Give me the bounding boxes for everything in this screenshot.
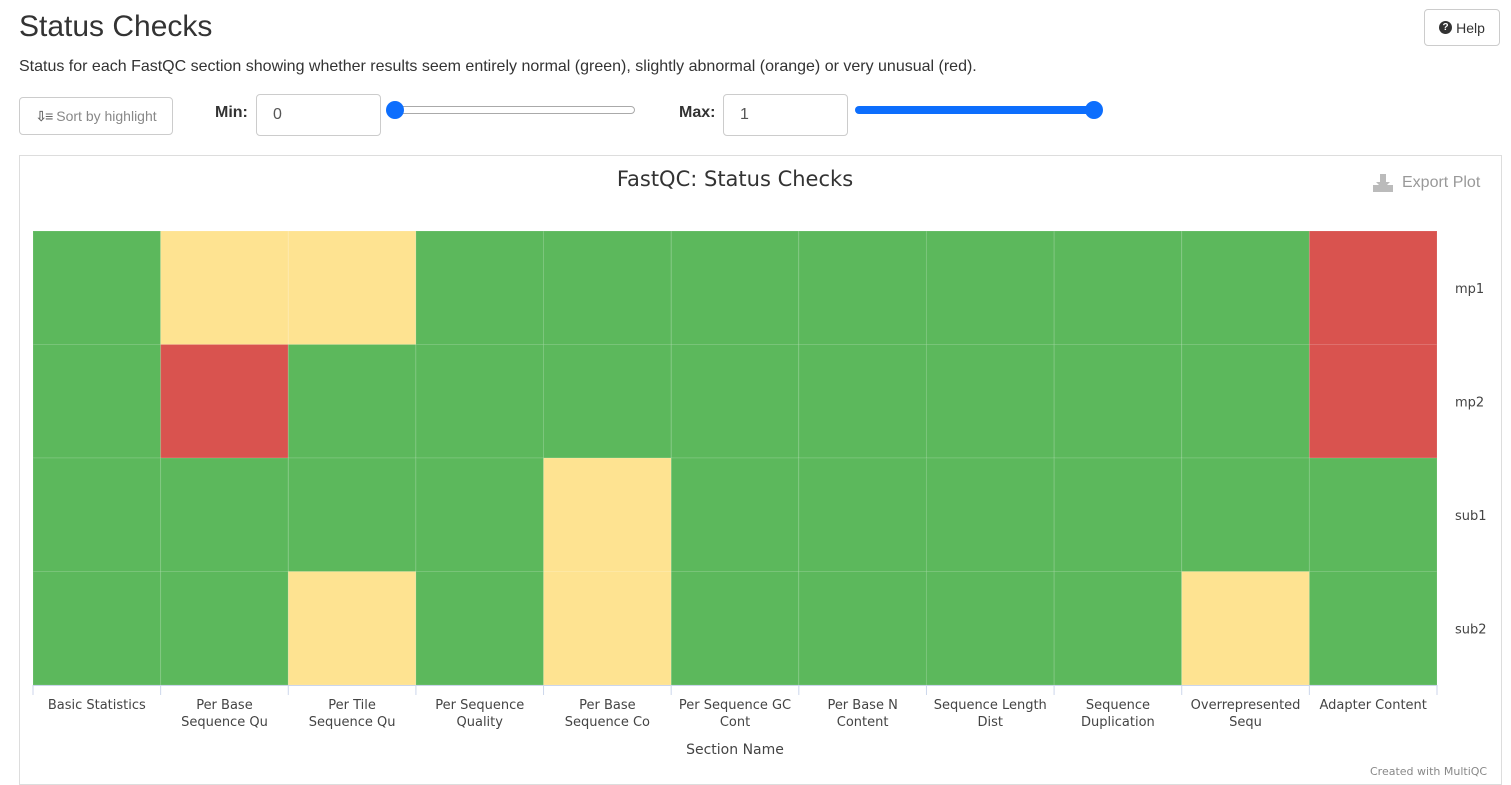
export-plot-label: Export Plot [1402, 174, 1481, 191]
min-slider[interactable] [386, 101, 635, 121]
heatmap-cell[interactable] [1053, 230, 1183, 345]
heatmap-cell[interactable] [415, 571, 545, 686]
heatmap-cell[interactable] [925, 230, 1055, 345]
heatmap-cell[interactable] [925, 344, 1055, 459]
heatmap-cell[interactable] [1181, 230, 1310, 345]
heatmap-cell[interactable] [1308, 457, 1438, 572]
sort-by-highlight-button[interactable]: ⇩≡ Sort by highlight [19, 97, 173, 135]
x-tick-label: Per Base Sequence Qu [181, 698, 268, 730]
x-tick-label: Per Base Sequence Co [565, 698, 650, 730]
heatmap-cell[interactable] [543, 457, 672, 572]
heatmap-cell[interactable] [415, 344, 545, 459]
heatmap-cell[interactable] [287, 457, 417, 572]
y-tick-label: sub2 [1455, 622, 1487, 637]
page-title: Status Checks [19, 10, 213, 43]
max-input[interactable] [723, 94, 848, 136]
x-tick-label: Per Base N Content [827, 698, 897, 730]
heatmap-cell[interactable] [287, 344, 417, 459]
heatmap-cell[interactable] [1053, 457, 1183, 572]
min-input[interactable] [256, 94, 381, 136]
heatmap-cell[interactable] [798, 457, 927, 572]
heatmap-cell[interactable] [160, 571, 289, 686]
heatmap-cell[interactable] [1308, 230, 1438, 345]
heatmap-cell[interactable] [32, 571, 162, 686]
heatmap-cell[interactable] [160, 344, 289, 459]
y-tick-label: mp2 [1455, 395, 1484, 410]
heatmap-cell[interactable] [1181, 571, 1310, 686]
x-tick-label: Adapter Content [1319, 698, 1426, 713]
heatmap-cell[interactable] [160, 457, 289, 572]
heatmap-cell[interactable] [798, 230, 927, 345]
heatmap-cell[interactable] [925, 571, 1055, 686]
heatmap-cell[interactable] [1053, 571, 1183, 686]
x-axis-title: Section Name [686, 742, 784, 758]
heatmap-cell[interactable] [1053, 344, 1183, 459]
heatmap-cell[interactable] [925, 457, 1055, 572]
sort-amount-icon: ⇩≡ [35, 107, 53, 124]
heatmap-cell[interactable] [543, 344, 672, 459]
heatmap-cell[interactable] [670, 457, 800, 572]
y-tick-label: sub1 [1455, 509, 1487, 524]
max-label: Max: [679, 104, 716, 121]
export-plot-button[interactable]: Export Plot [1372, 173, 1480, 193]
heatmap-cell[interactable] [543, 571, 672, 686]
heatmap-cell[interactable] [798, 344, 927, 459]
question-circle-icon: ? [1439, 21, 1453, 34]
max-slider-track [855, 106, 1094, 114]
heatmap-cell[interactable] [670, 230, 800, 345]
heatmap-cell[interactable] [32, 344, 162, 459]
x-tick-label: Per Sequence Quality [435, 698, 524, 730]
heatmap-cell[interactable] [670, 344, 800, 459]
heatmap-cell[interactable] [1181, 457, 1310, 572]
min-label: Min: [215, 104, 248, 121]
min-slider-thumb[interactable] [386, 101, 404, 119]
x-tick-label: Sequence Length Dist [934, 698, 1047, 730]
heatmap-cell[interactable] [1308, 571, 1438, 686]
heatmap-cell[interactable] [1181, 344, 1310, 459]
heatmap-cell[interactable] [798, 571, 927, 686]
help-button-label: Help [1456, 19, 1485, 36]
x-tick-label: Sequence Duplication [1081, 698, 1155, 730]
x-tick-label: Basic Statistics [48, 698, 146, 713]
x-tick-label: Overrepresented Sequ [1191, 698, 1301, 730]
heatmap-cell[interactable] [670, 571, 800, 686]
download-icon [1373, 174, 1393, 192]
section-description: Status for each FastQC section showing w… [19, 58, 977, 75]
heatmap-cell[interactable] [160, 230, 289, 345]
x-tick-label: Per Sequence GC Cont [679, 698, 791, 730]
multiqc-credit: Created with MultiQC [1370, 765, 1488, 778]
chart-title: FastQC: Status Checks [617, 167, 853, 191]
heatmap-cell[interactable] [1308, 344, 1438, 459]
max-slider[interactable] [855, 101, 1103, 121]
sort-button-label: Sort by highlight [56, 108, 157, 124]
heatmap-cell[interactable] [415, 230, 545, 345]
heatmap-cell[interactable] [287, 230, 417, 345]
help-button[interactable]: ? Help [1424, 9, 1500, 46]
max-slider-thumb[interactable] [1085, 101, 1103, 119]
heatmap-cell[interactable] [415, 457, 545, 572]
y-tick-label: mp1 [1455, 282, 1484, 297]
heatmap-cell[interactable] [287, 571, 417, 686]
x-tick-label: Per Tile Sequence Qu [309, 698, 396, 730]
heatmap-cell[interactable] [32, 230, 162, 345]
heatmap-cell[interactable] [543, 230, 672, 345]
heatmap-cell[interactable] [32, 457, 162, 572]
